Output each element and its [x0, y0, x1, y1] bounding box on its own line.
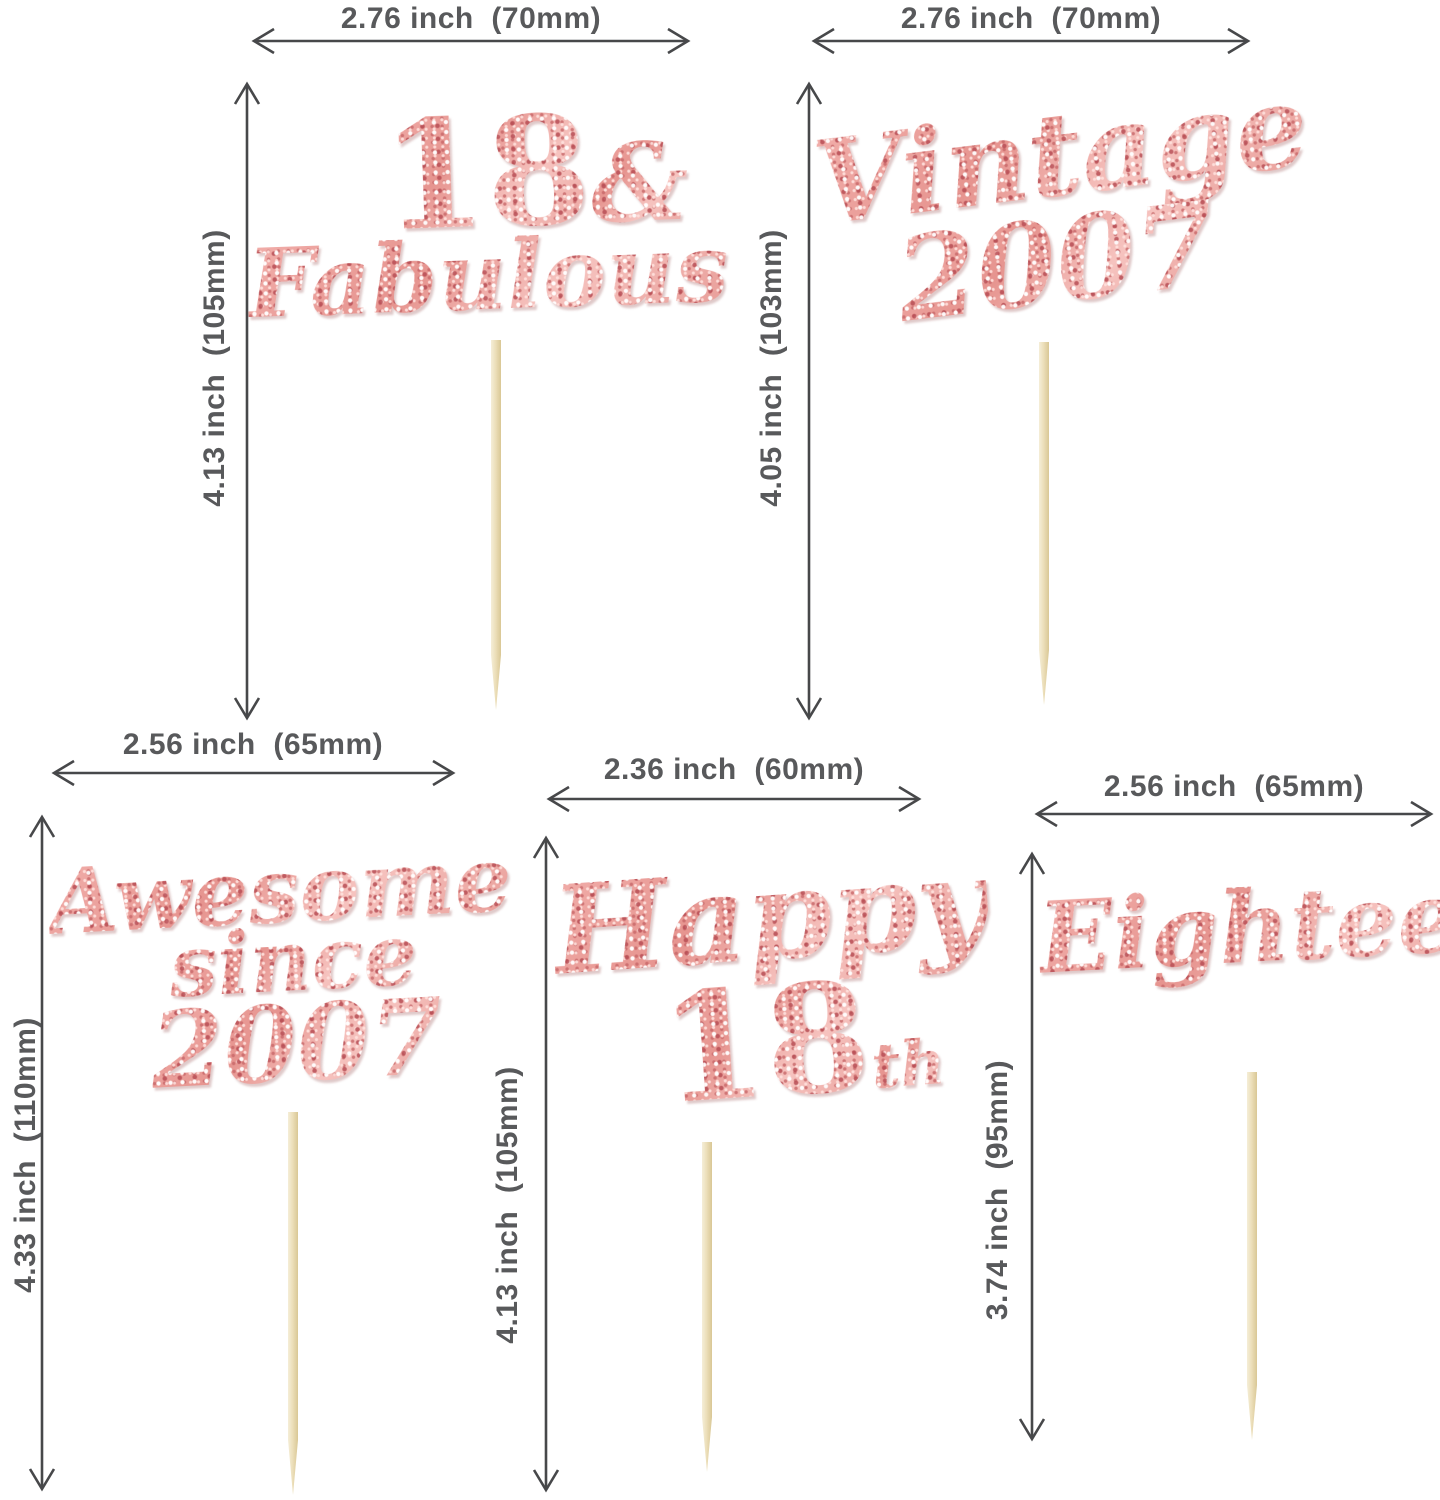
- topper-eighteen: Eighteen: [1035, 856, 1440, 997]
- toothpick-stick: [1039, 342, 1049, 705]
- topper-awesome-since-2007: Awesome since 2007: [45, 825, 515, 1117]
- topper-vintage-2007: Vintage 2007: [806, 57, 1316, 356]
- toothpick-stick: [1247, 1072, 1257, 1440]
- width-label-happy-18th: 2.36 inch (60mm): [603, 753, 865, 786]
- height-label-18-fabulous: 4.13 inch (105mm): [198, 229, 231, 507]
- vertical-arrow-icon: [532, 835, 560, 1493]
- horizontal-arrow-icon: [251, 27, 691, 55]
- height-label-vintage-2007: 4.05 inch (103mm): [755, 229, 788, 507]
- width-label-18-fabulous: 2.76 inch (70mm): [340, 2, 602, 35]
- topper-18-fabulous: 18& Fabulous: [241, 80, 731, 341]
- vertical-arrow-icon: [233, 81, 261, 721]
- horizontal-arrow-icon: [546, 785, 922, 813]
- height-label-eighteen: 3.74 inch (95mm): [981, 1059, 1014, 1321]
- vertical-arrow-icon: [795, 81, 823, 721]
- horizontal-arrow-icon: [1034, 800, 1434, 828]
- topper-text-word: Fabulous: [245, 212, 731, 341]
- topper-text-number: 18: [654, 948, 876, 1139]
- toothpick-stick: [491, 340, 501, 710]
- horizontal-arrow-icon: [811, 27, 1251, 55]
- toothpick-stick: [288, 1112, 298, 1495]
- height-label-happy-18th: 4.13 inch (105mm): [491, 1066, 524, 1344]
- topper-text-suffix: th: [868, 1024, 948, 1103]
- vertical-arrow-icon: [28, 814, 56, 1492]
- topper-happy-18th: Happy 18th: [547, 828, 993, 1145]
- width-label-vintage-2007: 2.76 inch (70mm): [900, 2, 1162, 35]
- topper-text-year: 2007: [147, 973, 446, 1113]
- horizontal-arrow-icon: [51, 759, 456, 787]
- vertical-arrow-icon: [1018, 851, 1046, 1442]
- width-label-awesome-since-2007: 2.56 inch (65mm): [122, 728, 384, 761]
- width-label-eighteen: 2.56 inch (65mm): [1103, 770, 1365, 803]
- toothpick-stick: [702, 1142, 712, 1472]
- topper-text-word: Eighteen: [1035, 856, 1440, 997]
